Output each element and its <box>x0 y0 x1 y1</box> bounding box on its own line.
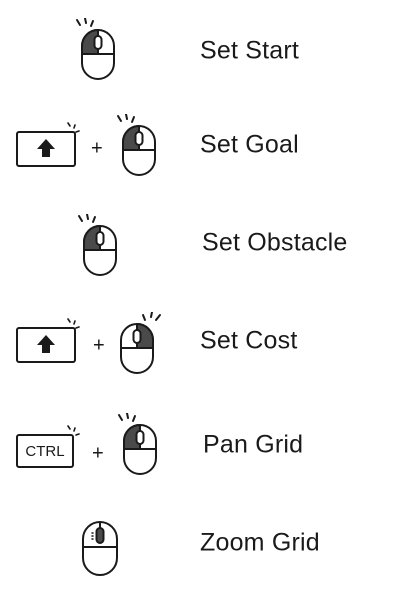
control-label: Set Start <box>200 36 300 65</box>
control-row-set-obstacle: Set Obstacle <box>0 210 400 276</box>
mouse-left-click-icon <box>78 214 117 276</box>
shift-arrow-up-icon <box>16 122 80 167</box>
ctrl-key-icon: CTRL <box>16 425 80 468</box>
mouse-left-click-icon <box>118 413 157 475</box>
control-label: Set Obstacle <box>202 228 348 257</box>
plus-sign: + <box>91 137 103 160</box>
control-row-pan-grid: CTRL + Pan Grid <box>0 412 400 478</box>
control-label: Set Cost <box>200 326 298 355</box>
control-label: Pan Grid <box>203 430 304 459</box>
mouse-left-click-icon <box>76 18 115 80</box>
mouse-right-click-icon <box>120 312 161 374</box>
control-label: Zoom Grid <box>200 528 320 557</box>
plus-sign: + <box>92 442 104 465</box>
control-row-set-goal: + Set Goal <box>0 112 400 178</box>
mouse-scroll-wheel-icon <box>82 520 118 576</box>
control-row-zoom-grid: Zoom Grid <box>0 510 400 576</box>
control-row-set-cost: + Set Cost <box>0 308 400 374</box>
mouse-left-click-icon <box>117 114 156 176</box>
ctrl-key-label: CTRL <box>25 443 64 460</box>
plus-sign: + <box>93 334 105 357</box>
shift-arrow-up-icon <box>16 318 80 363</box>
control-label: Set Goal <box>200 130 299 159</box>
control-row-set-start: Set Start <box>0 18 400 84</box>
